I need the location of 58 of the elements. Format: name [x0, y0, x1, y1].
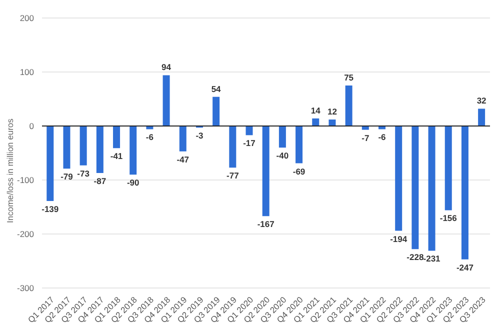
- bar: [80, 126, 87, 166]
- data-label: -167: [257, 219, 275, 230]
- data-label: -3: [196, 130, 204, 141]
- y-tick-label: -200: [16, 229, 34, 240]
- data-label: -156: [440, 213, 458, 224]
- data-label: -231: [423, 254, 441, 264]
- y-tick-label: 0: [29, 121, 34, 132]
- data-label: -7: [362, 132, 370, 143]
- data-label: -77: [226, 170, 240, 181]
- data-label: -247: [456, 262, 474, 272]
- y-tick-label: 200: [20, 13, 34, 24]
- bar: [328, 120, 336, 126]
- bar: [345, 86, 352, 126]
- y-tick-label: 100: [20, 67, 34, 78]
- y-tick-label: -300: [16, 283, 34, 294]
- bar: [278, 126, 286, 148]
- data-label: -194: [390, 234, 408, 244]
- bar: [113, 126, 120, 148]
- data-label: -87: [94, 176, 106, 186]
- data-label: 32: [476, 96, 487, 106]
- bar: [412, 126, 419, 250]
- bar: [362, 126, 369, 130]
- data-label: 94: [162, 62, 172, 72]
- bar: [478, 108, 486, 126]
- bar: [428, 126, 436, 251]
- bar: [179, 126, 186, 152]
- bar: [46, 126, 54, 202]
- data-label: -79: [60, 172, 74, 182]
- data-label: -69: [292, 166, 306, 176]
- bar: [162, 75, 170, 126]
- data-label: -139: [42, 204, 59, 214]
- bar: [444, 126, 452, 210]
- bar: [96, 126, 104, 173]
- data-label: 75: [344, 72, 354, 82]
- bar: [130, 126, 137, 175]
- bar: [296, 126, 303, 164]
- data-label: -6: [378, 132, 386, 142]
- bar: [312, 118, 320, 126]
- data-label: -6: [146, 132, 154, 142]
- data-label: -228: [406, 252, 424, 262]
- data-label: 54: [211, 84, 222, 94]
- bar: [229, 126, 236, 168]
- bar: [63, 126, 70, 169]
- bar: [395, 126, 402, 231]
- bar: [246, 126, 253, 136]
- data-label: -17: [243, 138, 256, 148]
- data-label: -90: [126, 178, 140, 188]
- data-label: -40: [276, 150, 289, 161]
- data-label: -73: [77, 168, 90, 178]
- data-label: -41: [110, 151, 123, 162]
- bar: [262, 126, 270, 216]
- y-tick-label: -100: [16, 175, 34, 186]
- bar: [212, 96, 220, 126]
- bar: [461, 126, 468, 260]
- data-label: 12: [327, 106, 338, 117]
- y-axis-title: Income/loss in million euros: [5, 118, 16, 223]
- data-label: -47: [176, 154, 190, 164]
- data-label: 14: [310, 105, 321, 116]
